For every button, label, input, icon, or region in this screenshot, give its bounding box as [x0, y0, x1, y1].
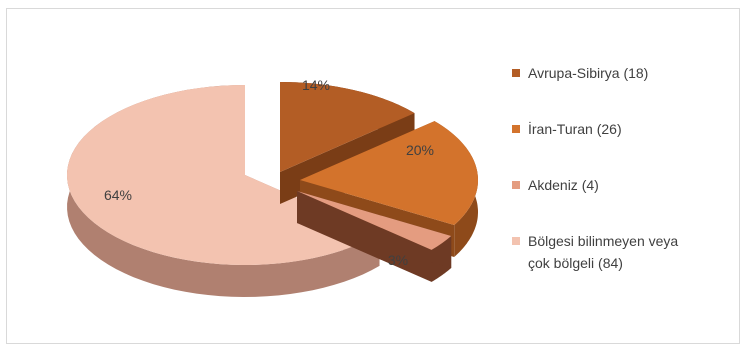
data-label-2: 3% [388, 252, 408, 268]
legend-label: Avrupa-Sibirya (18) [528, 65, 649, 81]
data-label-1: 20% [406, 142, 434, 158]
legend-label: İran-Turan (26) [528, 121, 622, 137]
legend-swatch [512, 181, 520, 189]
legend-label: Akdeniz (4) [528, 177, 599, 193]
legend-item-avrupa-sibirya: Avrupa-Sibirya (18) [512, 62, 648, 84]
legend-swatch [512, 69, 520, 77]
slice-top-1 [300, 121, 479, 225]
legend-swatch [512, 237, 520, 245]
slice-wall-2-1 [297, 191, 432, 282]
slice-top-2 [297, 191, 452, 250]
legend-swatch [512, 125, 520, 133]
legend-item-akdeniz: Akdeniz (4) [512, 174, 599, 196]
legend-label: Bölgesi bilinmeyen veya çok bölgeli (84) [528, 233, 679, 271]
slice-side-3 [67, 85, 380, 297]
data-label-0: 14% [302, 77, 330, 93]
data-label-3: 64% [104, 187, 132, 203]
legend-item-iran-turan: İran-Turan (26) [512, 118, 622, 140]
slice-top-0 [280, 82, 415, 172]
legend-item-bolgesi-bilinmeyen: Bölgesi bilinmeyen veya çok bölgeli (84) [512, 230, 693, 274]
